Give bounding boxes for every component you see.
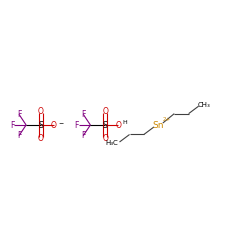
Text: O: O xyxy=(38,107,44,116)
Text: F: F xyxy=(10,120,14,130)
Text: O: O xyxy=(102,134,108,143)
Text: S: S xyxy=(38,120,43,130)
Text: F: F xyxy=(81,131,86,140)
Text: CH₃: CH₃ xyxy=(198,102,210,108)
Text: S: S xyxy=(103,120,108,130)
Text: F: F xyxy=(17,110,21,119)
Text: O: O xyxy=(102,107,108,116)
Text: −: − xyxy=(58,120,63,125)
Text: H₃C: H₃C xyxy=(105,140,118,146)
Text: O: O xyxy=(38,134,44,143)
Text: F: F xyxy=(81,110,86,119)
Text: 2+: 2+ xyxy=(162,117,170,122)
Text: F: F xyxy=(17,131,21,140)
Text: Sn: Sn xyxy=(152,120,164,130)
Text: F: F xyxy=(74,120,79,130)
Text: O: O xyxy=(115,120,121,130)
Text: O: O xyxy=(51,120,57,130)
Text: H: H xyxy=(122,120,128,125)
